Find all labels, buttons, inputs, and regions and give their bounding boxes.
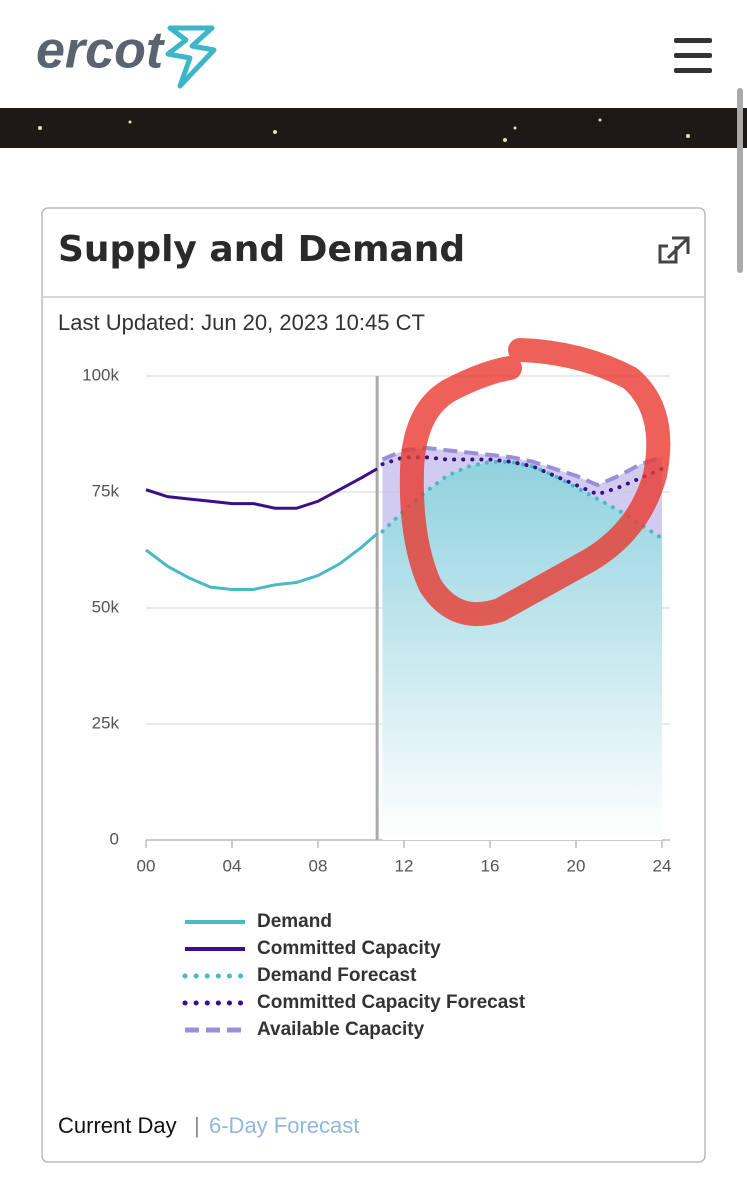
y-tick-label: 0	[110, 829, 119, 848]
banner-lights	[38, 118, 690, 142]
x-tick-label: 16	[481, 856, 500, 875]
series-line	[145, 467, 378, 510]
y-tick-label: 50k	[92, 597, 120, 616]
banner	[0, 108, 747, 148]
card-title: Supply and Demand	[58, 229, 465, 270]
logo[interactable]: ercot	[36, 22, 166, 80]
x-tick-label: 04	[223, 856, 242, 875]
external-link-icon[interactable]	[658, 236, 690, 264]
x-tick-label: 20	[567, 856, 586, 875]
series-line	[380, 459, 664, 541]
logo-mark	[165, 25, 217, 89]
y-tick-label: 75k	[92, 481, 120, 500]
legend-label: Committed Capacity	[257, 938, 441, 959]
last-updated: Last Updated: Jun 20, 2023 10:45 CT	[58, 310, 425, 335]
legend-label: Committed Capacity Forecast	[257, 992, 526, 1013]
series-line	[381, 445, 663, 488]
series-line	[145, 532, 379, 591]
current-day-tab[interactable]: Current Day	[58, 1113, 177, 1138]
y-tick-label: 25k	[92, 713, 120, 732]
capacity-band	[382, 447, 662, 539]
y-tick-label: 100k	[82, 365, 119, 384]
tab-separator: |	[194, 1113, 200, 1138]
legend-label: Available Capacity	[257, 1019, 425, 1040]
forecast-tab[interactable]: 6-Day Forecast	[209, 1113, 359, 1138]
x-tick-label: 08	[309, 856, 328, 875]
menu-button[interactable]	[674, 38, 712, 73]
red-annotation	[399, 338, 671, 627]
legend-label: Demand	[257, 911, 332, 932]
legend-label: Demand Forecast	[257, 965, 417, 986]
x-tick-label: 24	[653, 856, 672, 875]
scrollbar[interactable]	[737, 88, 743, 273]
x-tick-label: 00	[137, 856, 156, 875]
x-tick-label: 12	[395, 856, 414, 875]
